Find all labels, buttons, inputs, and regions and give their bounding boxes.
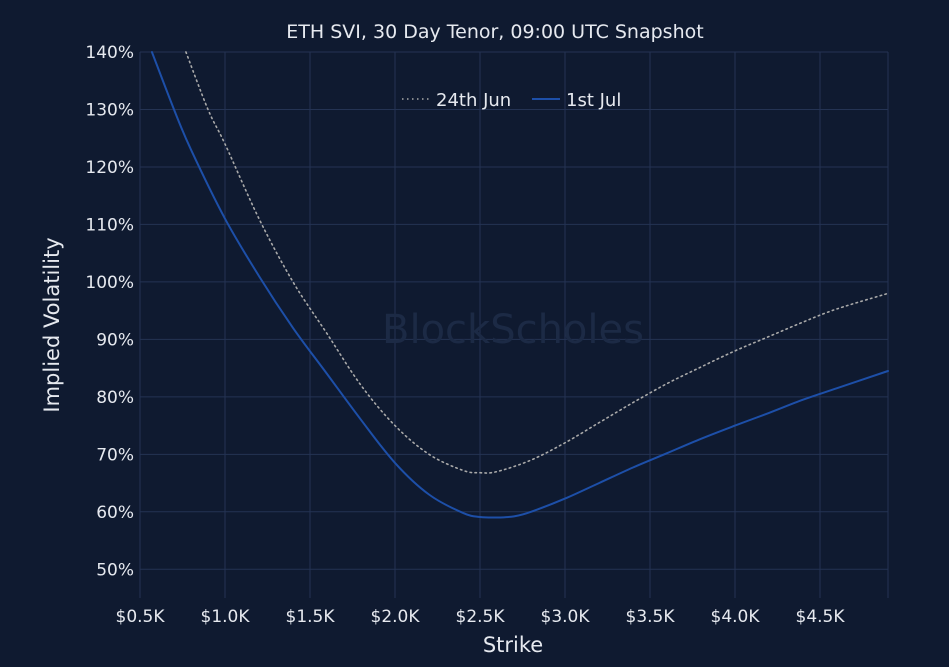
y-tick-label: 140% [85, 43, 134, 63]
legend: 24th Jun 1st Jul [402, 90, 621, 111]
y-tick-label: 120% [85, 158, 134, 178]
series-group [150, 51, 889, 519]
y-tick-label: 100% [85, 273, 134, 293]
x-tick-label: $2.0K [371, 607, 421, 627]
series-line [150, 51, 889, 519]
watermark: BlockScholes [382, 307, 644, 353]
y-tick-label: 90% [96, 330, 134, 350]
x-tick-label: $3.5K [626, 607, 676, 627]
y-axis-label: Implied Volatility [40, 237, 64, 412]
legend-label: 24th Jun [436, 90, 511, 111]
x-tick-label: $4.0K [711, 607, 761, 627]
x-tick-label: $3.0K [541, 607, 591, 627]
x-tick-label: $4.5K [796, 607, 846, 627]
x-tick-label: $2.5K [456, 607, 506, 627]
y-tick-label: 60% [96, 503, 134, 523]
legend-label: 1st Jul [566, 90, 621, 111]
x-tick-label: $1.5K [286, 607, 336, 627]
x-tick-label: $0.5K [116, 607, 166, 627]
y-tick-label: 110% [85, 215, 134, 235]
y-tick-label: 50% [96, 560, 134, 580]
series-line [185, 51, 889, 474]
y-tick-label: 80% [96, 388, 134, 408]
y-tick-label: 130% [85, 100, 134, 120]
grid [139, 51, 889, 598]
x-axis-label: Strike [483, 633, 543, 657]
y-tick-label: 70% [96, 445, 134, 465]
chart-title: ETH SVI, 30 Day Tenor, 09:00 UTC Snapsho… [286, 21, 703, 43]
x-tick-label: $1.0K [201, 607, 251, 627]
tick-labels: $0.5K $1.0K $1.5K $2.0K $2.5K $3.0K $3.5K $4.0K… [85, 43, 845, 627]
